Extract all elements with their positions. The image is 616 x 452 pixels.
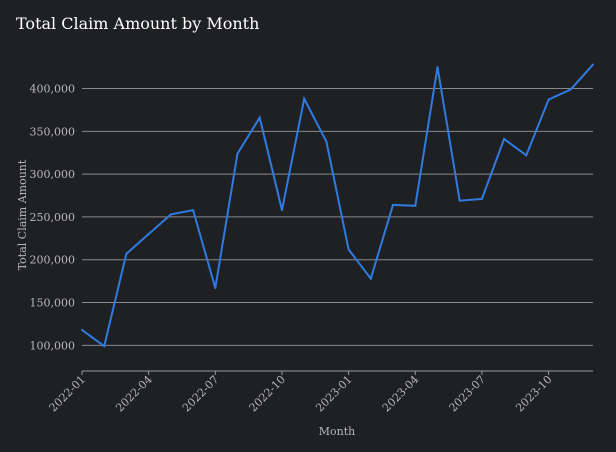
data-point [569,88,572,91]
y-tick-label: 400,000 [30,83,76,96]
data-point [303,97,306,100]
data-point [103,345,106,348]
x-tick-label: 2022-07 [180,373,222,415]
y-tick-label: 200,000 [30,254,76,267]
data-point [147,233,150,236]
series-line [81,63,594,348]
x-tick-label: 2022-01 [47,373,89,415]
y-tick-label: 300,000 [30,168,76,181]
data-point [214,286,217,289]
data-point [392,203,395,206]
series-layer [81,63,594,348]
data-point [347,248,350,251]
data-point [258,116,261,119]
data-point [169,213,172,216]
x-tick-label: 2023-04 [380,373,422,415]
data-point [503,138,506,141]
y-axis-ticks: 100,000 150,000 200,000 250,000 300,000 350,0… [30,83,76,353]
x-tick-label: 2023-07 [447,373,489,415]
data-point [236,152,239,155]
data-point [369,277,372,280]
gridlines [82,88,593,346]
data-point [125,252,128,255]
x-tick-label: 2023-01 [313,373,355,415]
chart-title: Total Claim Amount by Month [16,14,259,33]
data-point [192,209,195,212]
data-point [436,66,439,69]
data-point [458,199,461,202]
y-axis-label: Total Claim Amount [16,159,29,270]
x-tick-label: 2022-10 [247,373,289,415]
x-tick-label: 2022-04 [113,373,155,415]
data-point [547,98,550,101]
y-tick-label: 250,000 [30,211,76,224]
x-tick-label: 2023-10 [513,373,555,415]
data-point [325,140,328,143]
data-point [414,204,417,207]
data-point [480,197,483,200]
y-tick-label: 100,000 [30,339,76,352]
y-tick-label: 350,000 [30,125,76,138]
x-axis-ticks: 2022-01 2022-04 2022-07 2022-10 2023-01 2023-… [47,371,555,414]
y-tick-label: 150,000 [30,297,76,310]
data-point [525,154,528,157]
data-point [592,63,594,66]
x-axis-label: Month [319,425,355,438]
data-point [81,328,83,331]
data-point [280,209,283,212]
